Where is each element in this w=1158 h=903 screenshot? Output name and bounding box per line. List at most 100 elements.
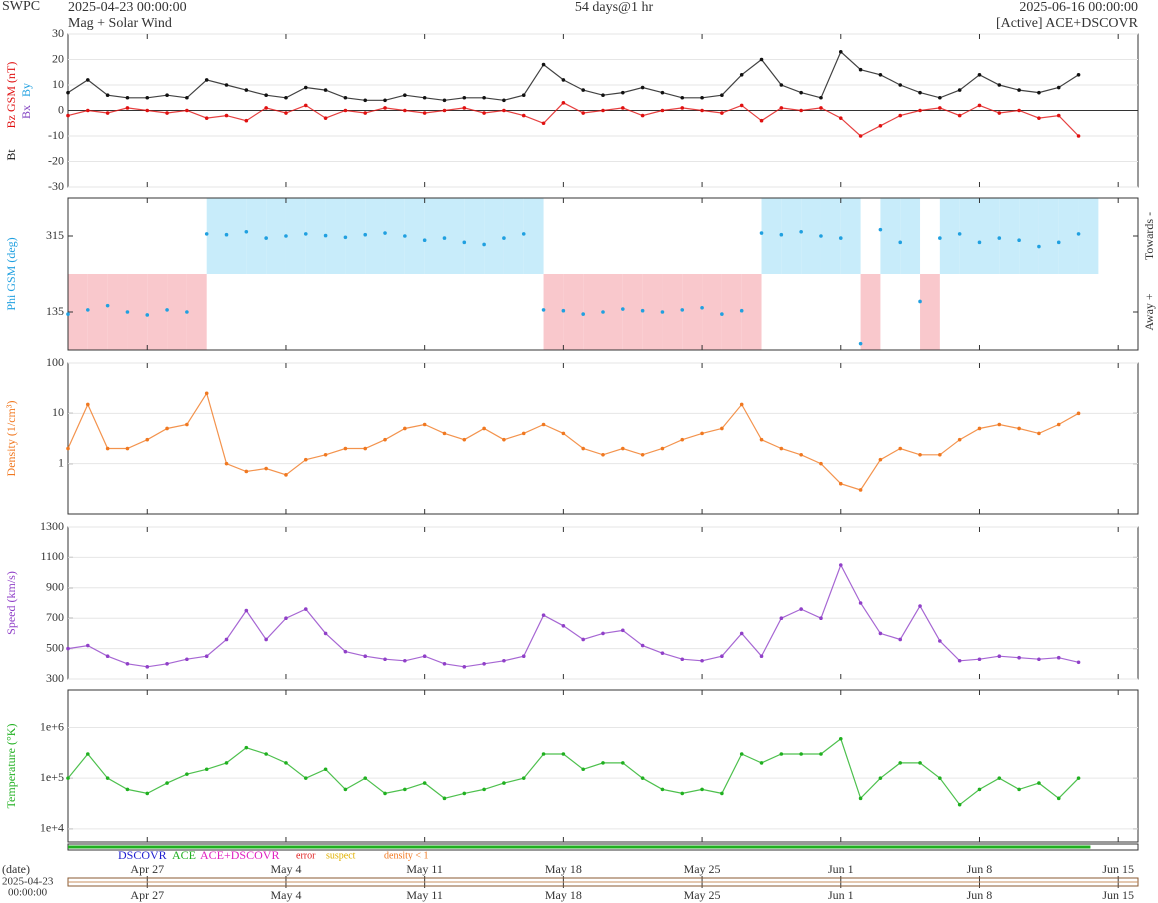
data-point	[66, 113, 70, 118]
data-point	[185, 95, 189, 100]
sector-band	[424, 198, 445, 274]
data-point	[779, 446, 784, 451]
data-point	[997, 83, 1002, 87]
data-point	[185, 657, 189, 662]
data-point	[343, 108, 348, 113]
data-point	[383, 231, 387, 235]
legend-label: ACE+DSCOVR	[200, 848, 279, 862]
data-point	[264, 93, 268, 97]
data-point	[1076, 411, 1081, 416]
data-point	[105, 446, 110, 451]
data-point	[759, 118, 764, 123]
data-point	[66, 446, 70, 451]
data-point	[561, 431, 566, 436]
data-point	[284, 234, 288, 238]
data-point	[125, 106, 130, 110]
y-tick-label: 700	[46, 610, 64, 624]
data-point	[898, 637, 903, 642]
data-point	[244, 608, 249, 613]
data-point	[759, 437, 764, 442]
data-point	[601, 93, 605, 97]
data-point	[462, 665, 467, 669]
x-tick-label: May 4	[270, 862, 301, 876]
data-point	[957, 658, 962, 663]
data-point	[521, 654, 526, 658]
data-point	[264, 106, 268, 110]
data-point	[403, 426, 407, 431]
data-point	[799, 752, 803, 756]
data-point	[720, 426, 724, 431]
data-point	[204, 232, 209, 236]
data-point	[581, 767, 585, 772]
y-tick-label: -30	[48, 179, 64, 193]
data-point	[343, 446, 348, 451]
sector-band	[662, 274, 683, 350]
legend-label: density < 1	[384, 850, 429, 861]
data-point	[561, 624, 566, 628]
data-point	[759, 654, 764, 658]
sector-band	[939, 198, 960, 274]
data-point	[997, 776, 1002, 780]
sector-band	[900, 198, 921, 274]
data-point	[621, 761, 625, 765]
data-point	[838, 116, 843, 120]
data-point	[957, 232, 962, 236]
sector-band	[820, 198, 841, 274]
data-point	[858, 67, 863, 72]
data-point	[204, 654, 209, 658]
data-point	[383, 437, 387, 442]
data-point	[521, 431, 526, 436]
data-point	[482, 95, 486, 100]
data-point	[442, 98, 447, 103]
data-point	[700, 95, 704, 100]
x-tick-label: Jun 1	[828, 888, 854, 902]
data-point	[779, 83, 784, 87]
data-point	[442, 236, 447, 240]
data-point	[581, 88, 585, 92]
data-point	[125, 446, 130, 451]
data-point	[601, 310, 605, 314]
data-point	[858, 488, 863, 492]
y-axis-label: Density (1/cm³)	[4, 401, 18, 477]
data-point	[224, 637, 229, 642]
data-point	[343, 787, 348, 792]
data-point	[363, 446, 368, 451]
x-tick-label: Apr 27	[130, 888, 164, 902]
data-point	[878, 457, 883, 462]
data-point	[462, 791, 467, 796]
panel-frame	[67, 526, 1139, 680]
data-point	[403, 787, 407, 792]
y-axis-label: Phi GSM (deg)	[4, 237, 18, 310]
x-tick-label: Jun 8	[967, 862, 993, 876]
panel-frame	[67, 197, 1139, 351]
y-tick-label: -10	[48, 128, 64, 142]
sector-band	[781, 198, 802, 274]
data-point	[700, 431, 704, 436]
data-point	[165, 93, 169, 97]
data-point	[224, 113, 229, 118]
data-point	[521, 113, 526, 118]
data-point	[145, 313, 150, 317]
data-point	[561, 101, 566, 105]
data-point	[284, 761, 288, 765]
sector-band	[583, 274, 603, 350]
data-point	[898, 446, 903, 451]
y-tick-label: 300	[46, 671, 64, 685]
data-point	[264, 236, 268, 240]
data-point	[1017, 655, 1021, 660]
data-point	[720, 93, 724, 97]
data-point	[581, 637, 585, 642]
data-point	[1017, 787, 1021, 792]
data-point	[521, 232, 526, 236]
sector-band	[920, 274, 940, 350]
data-point	[997, 654, 1002, 658]
series-line	[67, 50, 1079, 101]
data-point	[1037, 116, 1041, 120]
y-tick-label: 135	[46, 304, 64, 318]
data-point	[997, 422, 1002, 427]
data-point	[403, 93, 407, 97]
data-point	[185, 422, 189, 427]
data-point	[303, 457, 308, 462]
data-point	[799, 90, 803, 95]
data-point	[284, 616, 288, 620]
